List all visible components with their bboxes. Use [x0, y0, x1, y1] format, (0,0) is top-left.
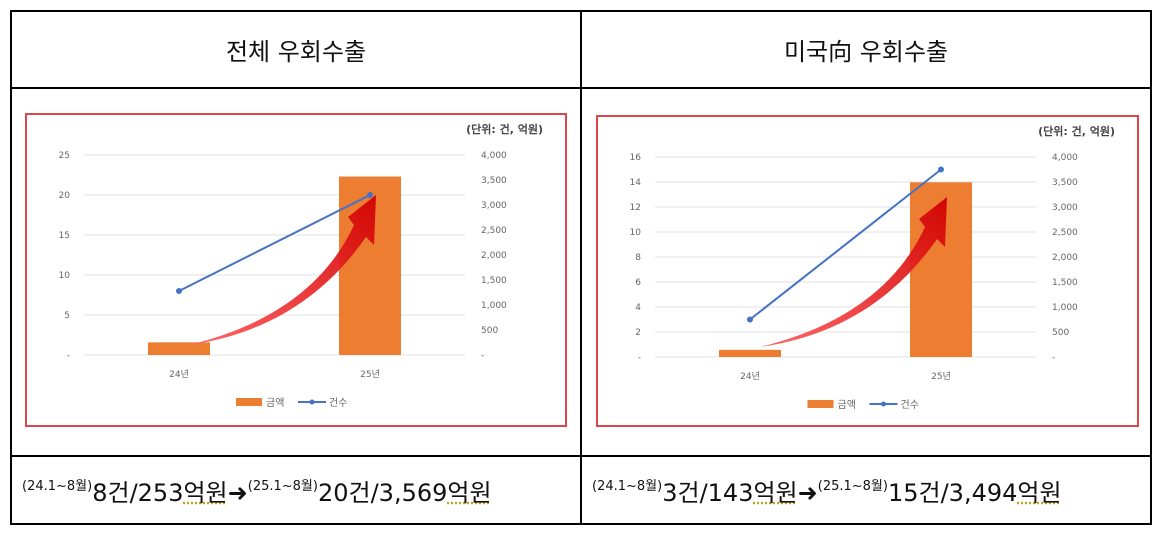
right-tick-label: 500 [481, 326, 498, 336]
line-point [747, 316, 753, 323]
right-tick-label: 1,000 [1052, 303, 1078, 313]
x-tick-label: 24년 [740, 371, 760, 382]
line-point [938, 166, 944, 173]
left-tick-label: 15 [59, 231, 70, 241]
value-text: 8건/253 [92, 478, 184, 507]
value-text: 15건/3,494 [887, 478, 1018, 507]
unit-text: 억원 [1017, 478, 1062, 507]
left-tick-label: 14 [630, 178, 642, 188]
left-tick-label: 4 [635, 303, 641, 313]
right-tick-label: - [1052, 353, 1055, 363]
legend-swatch-bar [236, 398, 262, 406]
left-tick-label: - [67, 351, 70, 361]
right-tick-label: 3,000 [481, 201, 507, 211]
comparison-table: 전체 우회수출 미국向 우회수출 (단위: 건, 억원) - 5 10 15 20 25 - 5… [10, 10, 1152, 525]
legend-label: 금액 [266, 397, 284, 409]
right-tick-label: 3,000 [1052, 203, 1078, 213]
legend-label: 건수 [329, 397, 347, 409]
left-tick-label: 12 [630, 203, 641, 213]
unit-label: (단위: 건, 억원) [466, 122, 543, 136]
right-tick-label: 3,500 [481, 176, 507, 186]
chart-us-svg: (단위: 건, 억원) - 2 4 6 8 10 12 14 16 - 500 1,000 1,500 2,… [630, 124, 1115, 411]
right-tick-label: 3,500 [1052, 178, 1078, 188]
unit-text: 억원 [447, 478, 492, 507]
x-tick-label: 25년 [931, 371, 951, 382]
x-tick-label: 24년 [169, 369, 189, 380]
unit-text: 억원 [183, 478, 228, 507]
line-point [176, 288, 182, 294]
right-tick-label: 4,000 [1052, 153, 1078, 163]
period-label: (24.1~8월) [22, 478, 93, 494]
unit-text: 억원 [753, 478, 798, 507]
left-tick-label: 8 [635, 253, 641, 263]
period-label: (24.1~8월) [592, 478, 663, 494]
chart-total-svg: (단위: 건, 억원) - 5 10 15 20 25 - 500 1,000 1,500 2,000… [59, 122, 543, 409]
legend-swatch-bar [807, 400, 834, 408]
line-건수 [749, 168, 942, 321]
right-tick-label: 2,500 [1052, 228, 1078, 238]
left-tick-label: 10 [59, 271, 71, 281]
right-tick-label: 2,500 [481, 226, 507, 236]
line-point [367, 192, 373, 198]
legend-label: 금액 [838, 399, 856, 411]
chart-total: (단위: 건, 억원) - 5 10 15 20 25 - 500 1,000 1,500 2,000… [25, 113, 567, 427]
unit-label: (단위: 건, 억원) [1038, 124, 1115, 138]
left-tick-label: - [638, 353, 641, 363]
right-tick-label: 1,000 [481, 301, 507, 311]
chart-cell-total: (단위: 건, 억원) - 5 10 15 20 25 - 500 1,000 1,500 2,000… [10, 87, 582, 457]
right-tick-label: 2,000 [481, 251, 507, 261]
chart-us: (단위: 건, 억원) - 2 4 6 8 10 12 14 16 - 500 1,000 1,500 2,… [596, 115, 1139, 427]
footer-us: (24.1~8월)3건/143억원➜(25.1~8월)15건/3,494억원 [580, 455, 1152, 525]
bar-금액 [148, 342, 210, 355]
line-건수 [178, 194, 371, 292]
right-tick-label: - [481, 351, 484, 361]
arrow-icon: ➜ [227, 478, 248, 507]
left-tick-label: 16 [630, 153, 642, 163]
left-tick-label: 2 [635, 328, 641, 338]
right-tick-label: 2,000 [1052, 253, 1078, 263]
left-tick-label: 6 [635, 278, 641, 288]
period-label: (25.1~8월) [817, 478, 888, 494]
chart-cell-us: (단위: 건, 억원) - 2 4 6 8 10 12 14 16 - 500 1,000 1,500 2,… [580, 87, 1152, 457]
legend-marker [309, 399, 315, 405]
right-tick-label: 1,500 [481, 276, 507, 286]
period-label: (25.1~8월) [247, 478, 318, 494]
value-text: 20건/3,569 [317, 478, 448, 507]
growth-arrow-icon [760, 197, 947, 347]
left-tick-label: 25 [59, 151, 70, 161]
header-total: 전체 우회수출 [10, 10, 582, 89]
right-tick-label: 1,500 [1052, 278, 1078, 288]
right-tick-label: 4,000 [481, 151, 507, 161]
right-tick-label: 500 [1052, 328, 1069, 338]
bar-금액 [719, 349, 781, 357]
left-tick-label: 10 [630, 228, 642, 238]
growth-arrow-icon [189, 195, 376, 345]
header-us: 미국向 우회수출 [580, 10, 1152, 89]
value-text: 3건/143 [662, 478, 754, 507]
left-tick-label: 5 [64, 311, 70, 321]
legend-marker [881, 401, 886, 407]
left-tick-label: 20 [59, 191, 71, 201]
legend-label: 건수 [901, 399, 919, 411]
x-tick-label: 25년 [360, 369, 380, 380]
arrow-icon: ➜ [797, 478, 818, 507]
footer-total: (24.1~8월)8건/253억원➜(25.1~8월)20건/3,569억원 [10, 455, 582, 525]
